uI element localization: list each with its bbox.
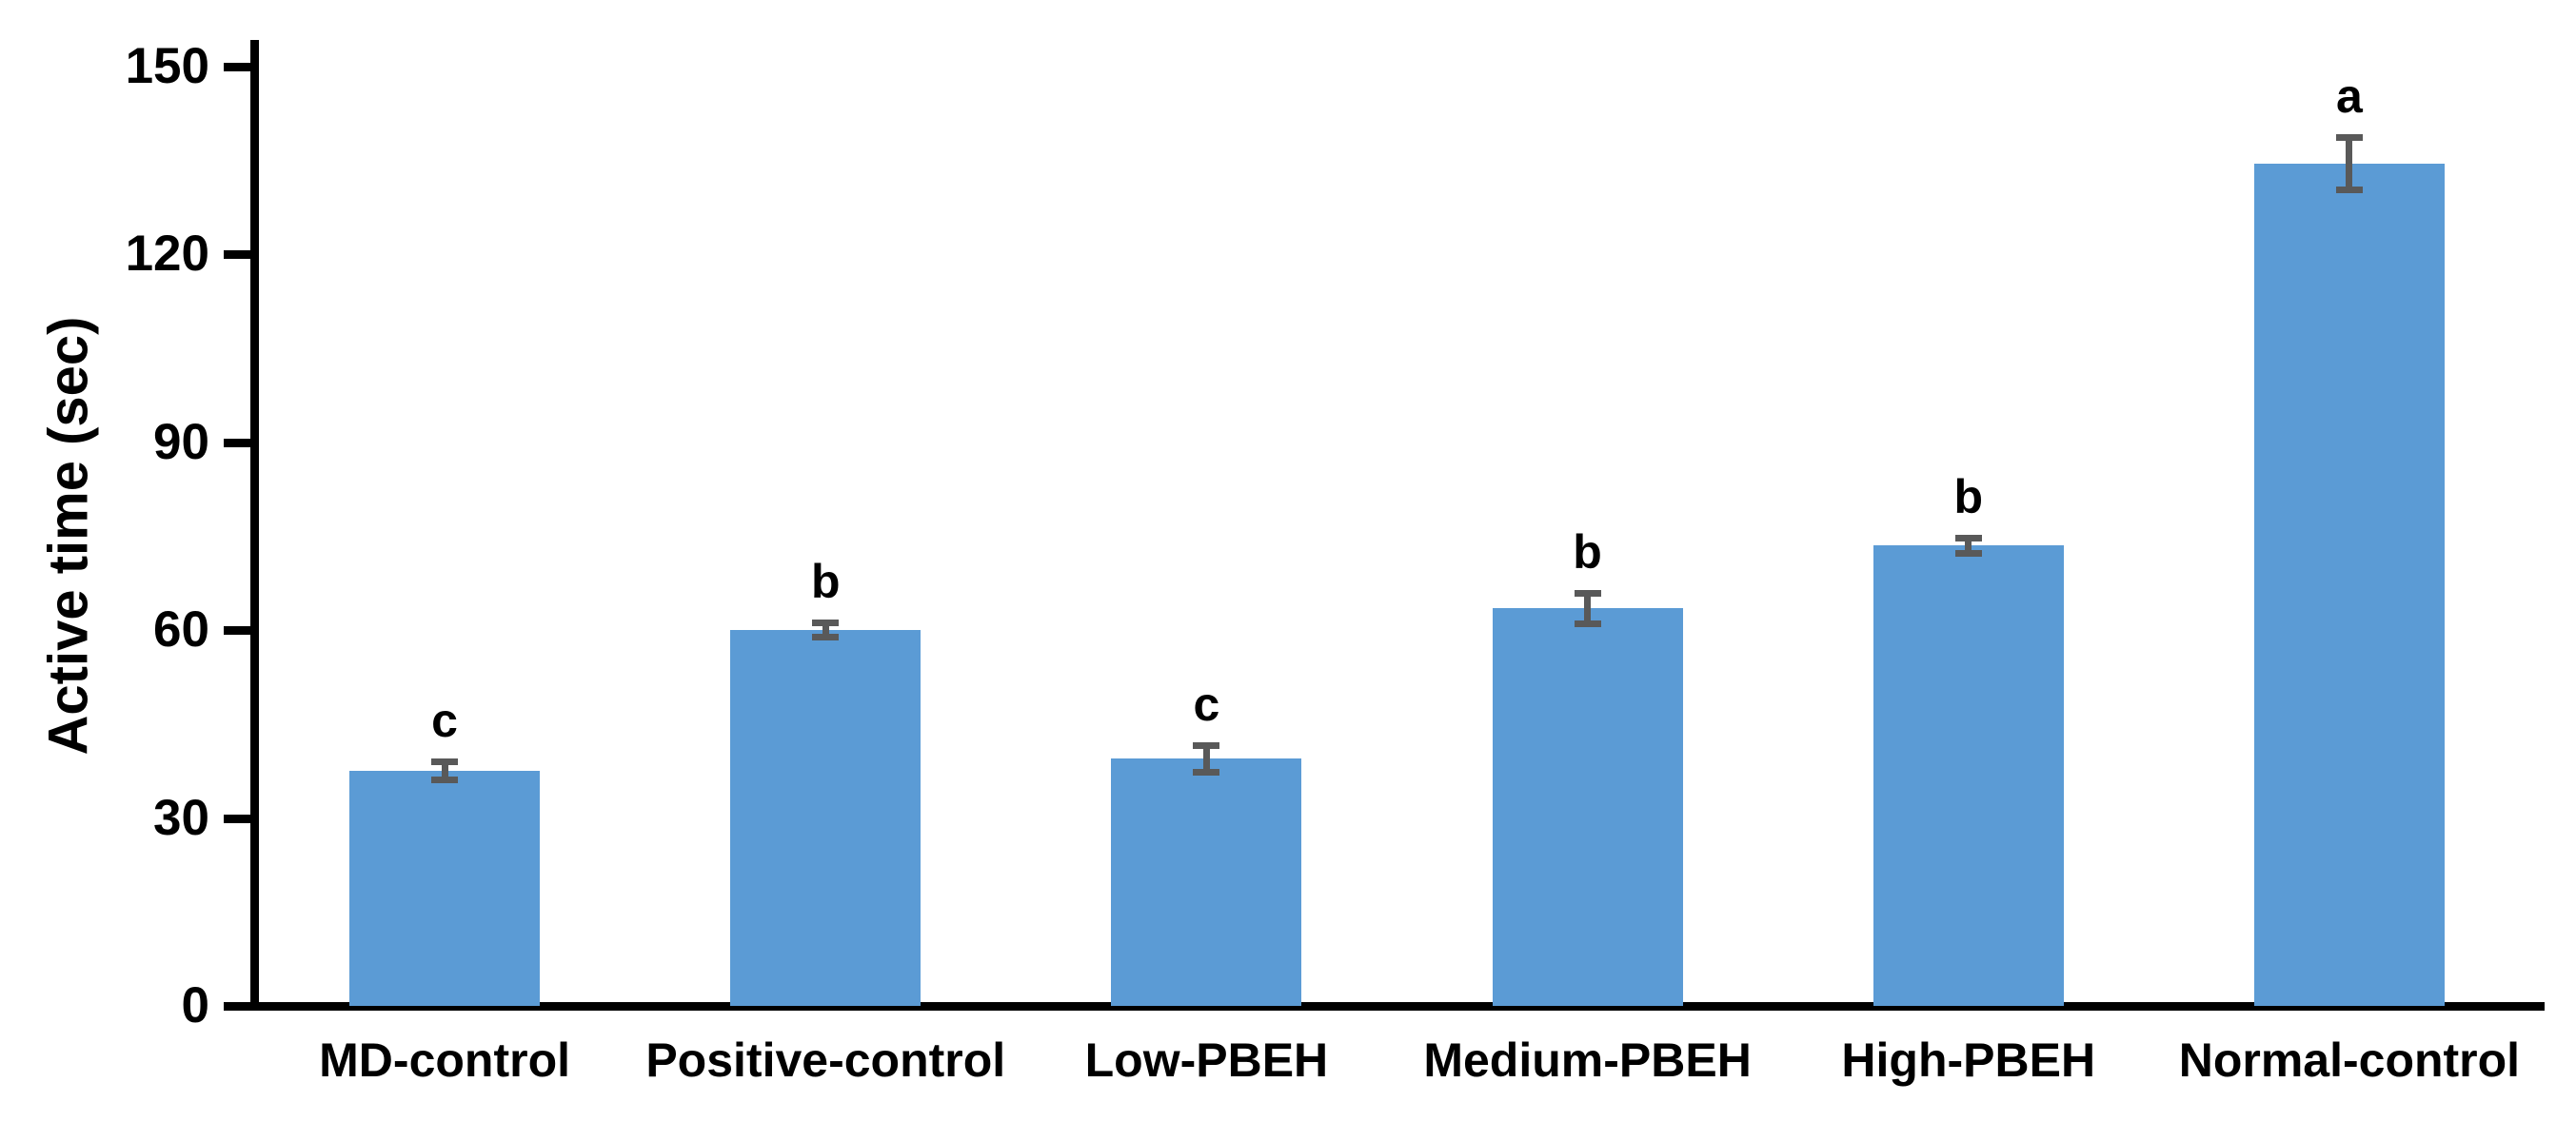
significance-letter: b	[810, 555, 841, 609]
bar	[1111, 758, 1302, 1006]
bar	[1492, 608, 1683, 1006]
y-tick-mark	[224, 814, 250, 823]
y-axis-line	[250, 40, 259, 1010]
error-bar-cap-bottom	[1193, 768, 1220, 776]
y-tick-label: 60	[153, 601, 209, 659]
x-category-label: High-PBEH	[1841, 1033, 2096, 1087]
y-axis-title: Active time (sec)	[37, 316, 100, 756]
error-bar-cap-top	[431, 758, 459, 766]
error-bar-line	[2346, 136, 2353, 191]
error-bar-line	[1584, 592, 1592, 624]
y-tick-label: 120	[125, 226, 209, 283]
y-tick-label: 0	[181, 977, 209, 1033]
x-axis-line	[250, 1002, 2545, 1011]
x-category-label: Positive-control	[645, 1033, 1006, 1087]
error-bar-cap-top	[1954, 534, 1982, 541]
error-bar-cap-bottom	[2335, 187, 2363, 194]
x-category-label: MD-control	[319, 1033, 570, 1087]
error-bar-cap-bottom	[431, 777, 459, 784]
significance-letter: a	[2336, 69, 2363, 123]
bar	[2253, 163, 2445, 1006]
error-bar-line	[1202, 744, 1210, 773]
significance-letter: b	[1953, 469, 1984, 523]
error-bar-cap-bottom	[1574, 620, 1601, 627]
x-category-label: Medium-PBEH	[1423, 1033, 1752, 1087]
y-tick-mark	[224, 1002, 250, 1011]
y-tick-mark	[224, 626, 250, 636]
y-tick-mark	[224, 63, 250, 71]
error-bar-line	[441, 761, 448, 781]
error-bar-cap-top	[2335, 133, 2363, 141]
error-bar-cap-top	[1574, 589, 1601, 597]
bar	[1873, 545, 2064, 1006]
error-bar-cap-top	[1193, 741, 1220, 749]
x-category-label: Low-PBEH	[1084, 1033, 1329, 1087]
y-tick-mark	[224, 250, 250, 260]
x-category-label: Normal-control	[2178, 1033, 2521, 1087]
significance-letter: c	[1193, 677, 1220, 731]
significance-letter: c	[431, 694, 458, 748]
error-bar-cap-top	[812, 620, 840, 627]
error-bar-cap-bottom	[1954, 549, 1982, 557]
y-tick-mark	[224, 438, 250, 447]
bar	[349, 771, 541, 1006]
y-tick-label: 90	[153, 413, 209, 470]
y-tick-label: 150	[125, 38, 209, 94]
y-tick-label: 30	[153, 789, 209, 846]
error-bar-line	[822, 622, 829, 639]
error-bar-cap-bottom	[812, 634, 840, 641]
bar	[730, 630, 921, 1006]
significance-letter: b	[1573, 524, 1602, 579]
error-bar-line	[1965, 537, 1972, 554]
